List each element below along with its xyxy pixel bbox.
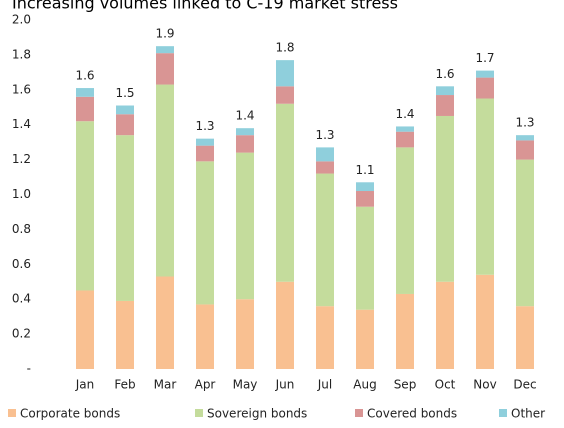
bar-segment bbox=[436, 115, 454, 282]
x-tick-label: Nov bbox=[473, 378, 496, 392]
bar-segment bbox=[116, 300, 134, 369]
total-label: 1.5 bbox=[115, 86, 134, 100]
bar-segment bbox=[116, 135, 134, 301]
y-tick-label: 0.2 bbox=[12, 327, 31, 341]
total-label: 1.3 bbox=[195, 119, 214, 133]
bar-segment bbox=[476, 70, 494, 78]
total-label: 1.4 bbox=[395, 107, 414, 121]
x-tick-label: Feb bbox=[114, 378, 135, 392]
bar-segment bbox=[476, 98, 494, 275]
bar-segment bbox=[156, 53, 174, 85]
y-tick-label: 0.4 bbox=[12, 292, 31, 306]
x-tick-label: Oct bbox=[435, 378, 456, 392]
x-tick-label: Aug bbox=[353, 378, 376, 392]
bar-segment bbox=[476, 77, 494, 99]
y-tick-label: 0.6 bbox=[12, 257, 31, 271]
legend-swatch bbox=[8, 409, 16, 417]
y-tick-label: 1.8 bbox=[12, 47, 31, 61]
bar-segment bbox=[196, 304, 214, 369]
bar-segment bbox=[116, 114, 134, 136]
bar-segment bbox=[76, 96, 94, 122]
total-label: 1.8 bbox=[275, 41, 294, 55]
legend-label: Other bbox=[511, 407, 545, 421]
bar-segment bbox=[316, 173, 334, 307]
x-tick-label: Jul bbox=[317, 378, 332, 392]
total-label: 1.3 bbox=[515, 116, 534, 130]
bar-segment bbox=[276, 86, 294, 104]
bar-segment bbox=[436, 86, 454, 96]
x-tick-label: Jan bbox=[75, 378, 95, 392]
legend-swatch bbox=[195, 409, 203, 417]
bar-segment bbox=[396, 126, 414, 132]
bar-segment bbox=[76, 290, 94, 369]
x-tick-label: Jun bbox=[275, 378, 295, 392]
bar-segment bbox=[236, 299, 254, 369]
bar-segment bbox=[516, 140, 534, 160]
bar-segment bbox=[356, 309, 374, 369]
bar-segment bbox=[76, 88, 94, 97]
bar-segment bbox=[236, 128, 254, 136]
bar-segment bbox=[236, 135, 254, 153]
bar-segment bbox=[316, 147, 334, 162]
x-tick-label: Dec bbox=[513, 378, 536, 392]
total-label: 1.4 bbox=[235, 109, 254, 123]
bar-segment bbox=[156, 276, 174, 369]
bar-segment bbox=[316, 161, 334, 174]
legend-label: Covered bonds bbox=[367, 407, 457, 421]
bar-segment bbox=[156, 46, 174, 54]
bar-segment bbox=[396, 147, 414, 294]
bar-segment bbox=[396, 131, 414, 148]
chart-title: Increasing volumes linked to C-19 market… bbox=[12, 0, 398, 13]
y-tick-label: 1.0 bbox=[12, 187, 31, 201]
total-label: 1.6 bbox=[75, 69, 94, 83]
bar-segment bbox=[516, 159, 534, 307]
bar-segment bbox=[356, 182, 374, 192]
bar-segment bbox=[196, 145, 214, 162]
x-tick-label: Sep bbox=[394, 378, 417, 392]
bar-segment bbox=[516, 135, 534, 141]
total-label: 1.3 bbox=[315, 128, 334, 142]
bar-segment bbox=[396, 293, 414, 369]
bar-segment bbox=[276, 60, 294, 87]
total-label: 1.7 bbox=[475, 51, 494, 65]
bar-segment bbox=[196, 161, 214, 305]
y-tick-label: 1.6 bbox=[12, 82, 31, 96]
bar-segment bbox=[156, 84, 174, 277]
bar-segment bbox=[516, 306, 534, 369]
y-tick-label: 2.0 bbox=[12, 13, 31, 27]
bar-segment bbox=[76, 121, 94, 291]
bar-segment bbox=[436, 281, 454, 369]
bar-segment bbox=[196, 138, 214, 146]
bar-segment bbox=[276, 103, 294, 282]
total-label: 1.1 bbox=[355, 163, 374, 177]
x-tick-label: Apr bbox=[195, 378, 216, 392]
bar-segment bbox=[356, 191, 374, 207]
bar-segment bbox=[116, 105, 134, 115]
total-label: 1.9 bbox=[155, 27, 174, 41]
bar-segment bbox=[356, 206, 374, 310]
bar-segment bbox=[236, 152, 254, 300]
y-tick-label: 1.4 bbox=[12, 117, 31, 131]
x-tick-label: Mar bbox=[154, 378, 177, 392]
legend-swatch bbox=[355, 409, 363, 417]
legend-label: Sovereign bonds bbox=[207, 407, 307, 421]
legend-swatch bbox=[499, 409, 507, 417]
bar-segment bbox=[436, 95, 454, 116]
bar-segment bbox=[476, 274, 494, 369]
bar-segment bbox=[316, 306, 334, 369]
legend-label: Corporate bonds bbox=[20, 407, 120, 421]
y-tick-label: 1.2 bbox=[12, 152, 31, 166]
y-tick-label: 0.8 bbox=[12, 222, 31, 236]
x-tick-label: May bbox=[233, 378, 258, 392]
y-tick-label: - bbox=[27, 362, 31, 376]
total-label: 1.6 bbox=[435, 67, 454, 81]
bar-segment bbox=[276, 281, 294, 369]
